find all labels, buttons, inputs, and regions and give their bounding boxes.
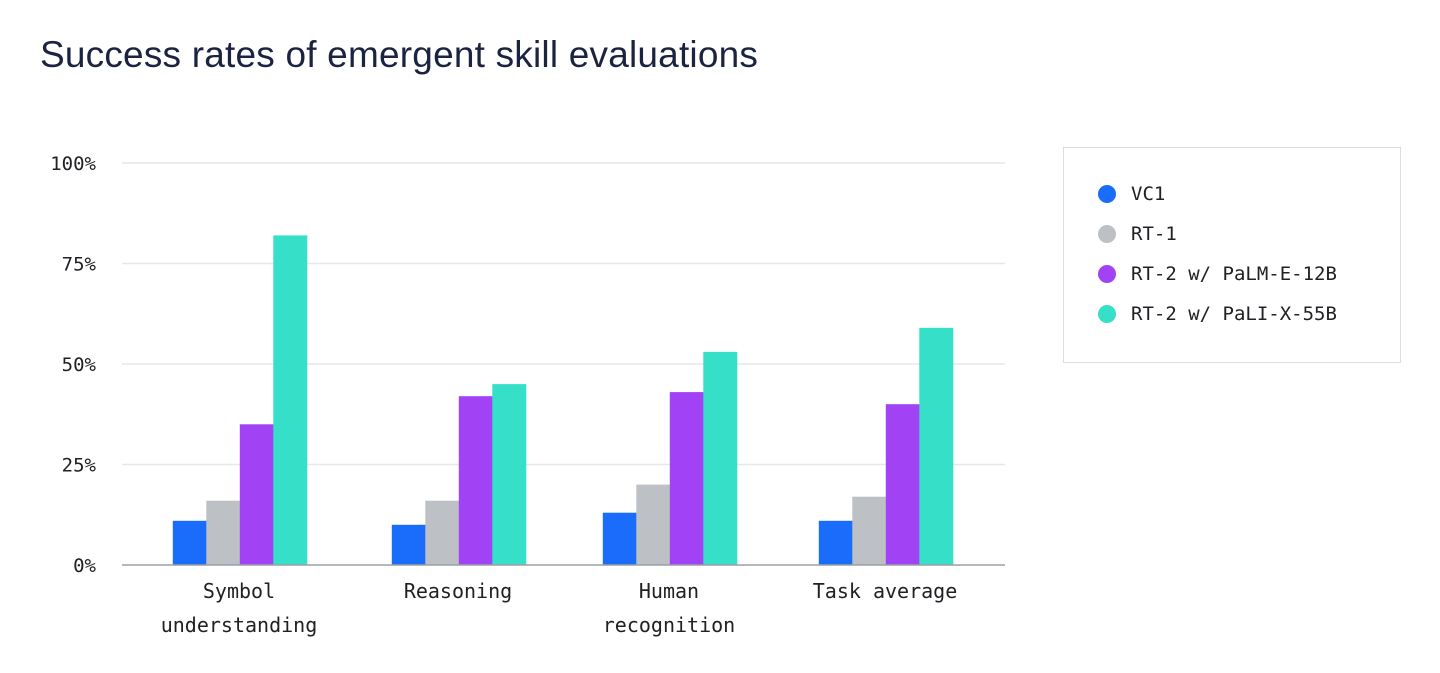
y-tick-label: 75% [62, 254, 97, 276]
y-tick-label: 25% [62, 455, 97, 477]
chart-title: Success rates of emergent skill evaluati… [40, 34, 759, 75]
bar-rt-1-2 [636, 484, 671, 565]
legend-item: RT-2 w/ PaLM-E-12B [1098, 262, 1337, 286]
legend-swatch [1098, 225, 1116, 243]
bar-chart: 0% 25% 50% 75% 100% Symbol understanding Reaso… [50, 153, 1005, 637]
x-category-label: understanding [161, 613, 318, 637]
bar-vc1-3 [818, 520, 853, 565]
bar-rt-1-0 [206, 500, 241, 565]
x-category-label: Symbol [203, 579, 275, 603]
y-tick-label: 100% [50, 153, 96, 175]
y-axis-tick-labels: 0% 25% 50% 75% 100% [50, 153, 96, 577]
x-category-label: recognition [603, 613, 735, 637]
bar-rt-2-w-pali-x-55b-3 [919, 327, 954, 565]
bar-rt-2-w-palm-e-12b-2 [669, 392, 704, 565]
legend-swatch [1098, 185, 1116, 203]
x-category-label: Reasoning [404, 579, 512, 603]
bar-rt-2-w-pali-x-55b-2 [703, 351, 738, 565]
x-axis-category-labels: Symbol understanding Reasoning Human recogni… [161, 579, 958, 637]
legend: VC1 RT-1 RT-2 w/ PaLM-E-12B RT-2 w/ PaLI-X-… [1063, 147, 1401, 363]
bar-rt-2-w-palm-e-12b-3 [885, 404, 920, 565]
gridlines [122, 162, 1005, 466]
y-tick-label: 0% [73, 555, 96, 577]
x-category-label: Human [639, 579, 699, 603]
bar-vc1-0 [172, 520, 207, 565]
legend-item: RT-2 w/ PaLI-X-55B [1098, 302, 1337, 326]
legend-label: RT-2 w/ PaLI-X-55B [1131, 303, 1337, 325]
y-tick-label: 50% [62, 354, 97, 376]
bar-vc1-2 [602, 512, 637, 565]
legend-swatch [1098, 305, 1116, 323]
bars [172, 235, 954, 565]
legend-label: RT-1 [1131, 223, 1177, 245]
legend-label: VC1 [1131, 183, 1166, 205]
bar-rt-2-w-pali-x-55b-1 [492, 384, 527, 565]
legend-label: RT-2 w/ PaLM-E-12B [1131, 263, 1337, 285]
bar-rt-2-w-pali-x-55b-0 [273, 235, 308, 565]
legend-swatch [1098, 265, 1116, 283]
legend-item: RT-1 [1098, 222, 1177, 246]
x-category-label: Task average [813, 579, 958, 603]
bar-vc1-1 [391, 524, 426, 565]
bar-rt-2-w-palm-e-12b-1 [458, 396, 493, 565]
legend-item: VC1 [1098, 182, 1165, 206]
bar-rt-2-w-palm-e-12b-0 [239, 424, 274, 565]
bar-rt-1-1 [425, 500, 460, 565]
bar-rt-1-3 [852, 496, 887, 565]
